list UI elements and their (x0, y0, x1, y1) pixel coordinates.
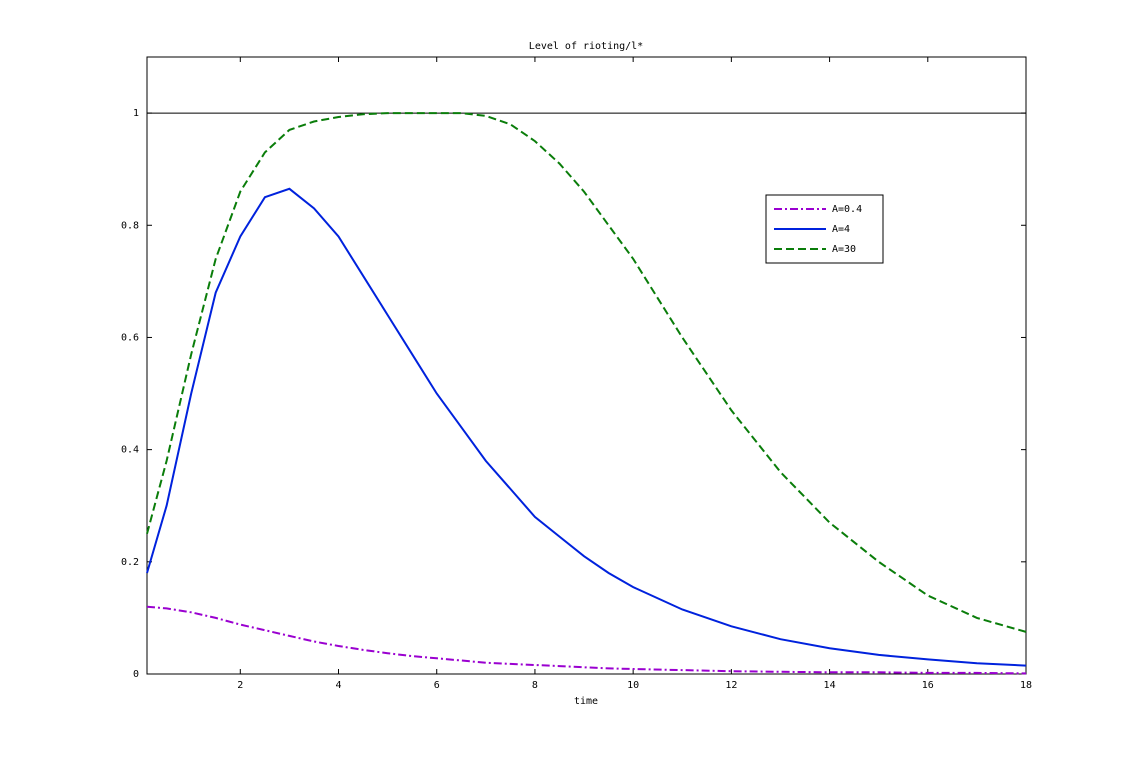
series-line (146, 187, 1027, 667)
x-tick-label: 18 (1020, 680, 1032, 691)
legend-label: A=4 (832, 224, 850, 235)
x-tick-label: 16 (922, 680, 934, 691)
y-tick-label: 0.2 (121, 557, 139, 568)
y-tick-label: 0.4 (121, 445, 139, 456)
legend-label: A=0.4 (832, 204, 862, 215)
y-tick-label: 1 (133, 108, 139, 119)
x-tick-label: 4 (335, 680, 341, 691)
x-tick-label: 8 (532, 680, 538, 691)
y-tick-label: 0 (133, 669, 139, 680)
axes-box (146, 56, 1027, 675)
series-line (146, 112, 1027, 633)
chart-title: Level of rioting/l* (529, 41, 643, 52)
x-tick-label: 2 (237, 680, 243, 691)
x-tick-label: 14 (824, 680, 836, 691)
legend-label: A=30 (832, 244, 856, 255)
x-tick-label: 12 (725, 680, 737, 691)
x-axis-label: time (574, 696, 598, 707)
y-tick-label: 0.8 (121, 220, 139, 231)
x-tick-label: 6 (434, 680, 440, 691)
y-tick-label: 0.6 (121, 332, 139, 343)
x-tick-label: 10 (627, 680, 639, 691)
series-line (146, 605, 1027, 675)
